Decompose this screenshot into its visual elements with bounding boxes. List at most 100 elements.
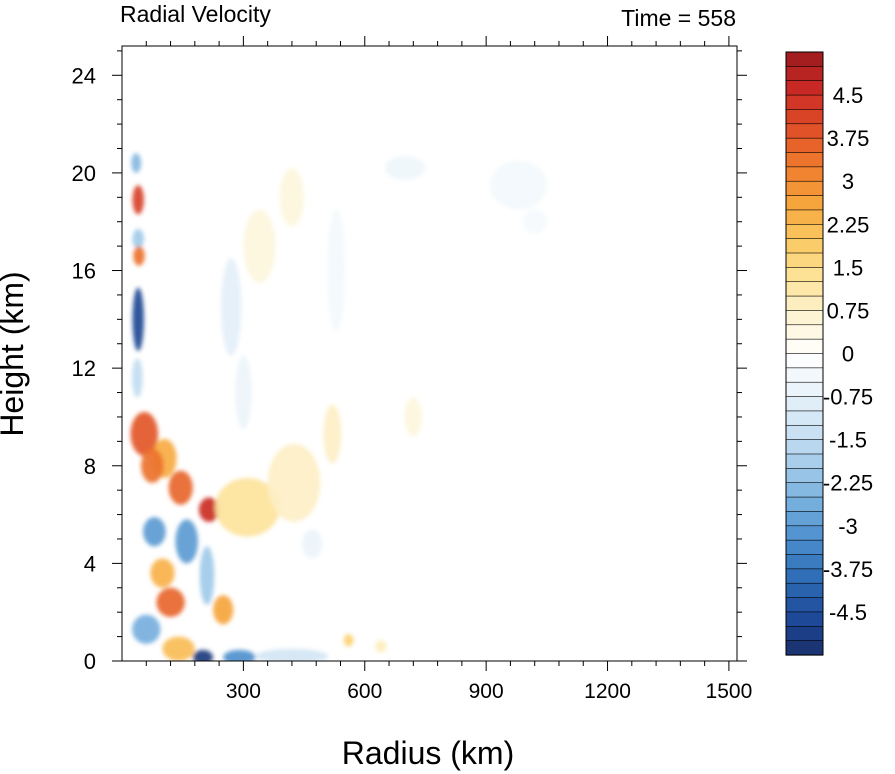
colorbar-box [785,353,824,369]
y-tick-label: 12 [72,356,96,381]
colorbar-box [785,554,824,570]
colorbar-box [785,539,824,556]
velocity-feature [221,258,242,356]
velocity-feature [132,185,144,215]
velocity-feature [279,168,304,227]
colorbar-box [785,640,824,656]
colorbar-label: -2.25 [823,471,873,496]
velocity-feature [192,650,213,661]
velocity-feature [235,355,252,430]
colorbar-box [785,166,824,182]
x-tick-label: 300 [226,680,261,703]
colorbar-label: -3.75 [823,557,873,582]
colorbar-box [785,123,824,139]
colorbar-box [785,223,824,240]
plot-frame [121,45,738,662]
colorbar-box [785,51,824,67]
velocity-feature [133,246,145,266]
velocity-feature [223,650,256,661]
y-tick-label: 24 [72,63,96,88]
colorbar-label: 1.5 [833,255,864,280]
velocity-feature [213,595,234,625]
colorbar-label: -3 [838,514,858,539]
y-tick-label: 8 [84,454,96,479]
colorbar-box [785,310,824,326]
colorbar-box [785,152,824,168]
colorbar-box [785,338,824,355]
colorbar-box [785,597,824,613]
colorbar-box [785,180,824,197]
colorbar-box [785,195,824,211]
colorbar-box [785,482,824,498]
colorbar-box [785,252,824,268]
x-tick-label: 1200 [584,680,631,703]
colorbar-box [785,80,824,96]
velocity-feature [130,412,159,456]
velocity-feature [162,636,195,661]
velocity-feature [343,634,354,647]
velocity-feature [375,640,387,653]
colorbar-box [785,525,824,541]
colorbar: 4.5 3.75 3 2.25 1.5 0.75 0 -0.75 -1.5 -2.25 -3 -3.7… [785,51,873,656]
colorbar-box [785,367,824,383]
colorbar-box [785,453,824,469]
velocity-feature [175,519,198,564]
y-tick-label: 4 [84,551,96,576]
colorbar-box [785,94,824,111]
velocity-feature [150,558,175,588]
colorbar-box [785,611,824,627]
plot-background [122,46,737,661]
colorbar-box [785,568,824,584]
velocity-feature [141,448,164,483]
velocity-feature [267,443,321,522]
colorbar-box [785,209,824,225]
colorbar-label: 4.5 [833,83,864,108]
colorbar-label: 2.25 [827,212,870,237]
colorbar-box [785,381,824,398]
colorbar-box [785,468,824,484]
colorbar-label: -4.5 [829,600,867,625]
velocity-feature [385,155,426,181]
velocity-feature [243,209,276,283]
velocity-feature [404,397,423,437]
velocity-feature [131,153,142,173]
colorbar-box [785,625,824,642]
velocity-feature [132,358,143,398]
colorbar-label: -0.75 [823,385,873,410]
x-tick-label: 900 [469,680,504,703]
colorbar-label: 3 [842,169,854,194]
velocity-feature [199,546,215,605]
colorbar-label: -1.5 [829,428,867,453]
velocity-feature [132,229,144,249]
velocity-feature [156,587,185,618]
velocity-field [130,153,547,661]
velocity-feature [132,287,144,351]
colorbar-box [785,324,824,340]
x-tick-label: 1500 [706,680,753,703]
colorbar-box [785,238,824,254]
heatmap-area [122,46,737,661]
velocity-feature [198,497,220,522]
time-label: Time = 558 [621,5,736,31]
velocity-feature [490,160,547,210]
y-tick-label: 16 [72,259,96,284]
velocity-feature [302,529,323,559]
x-axis-label: Radius (km) [342,735,514,771]
plot-axes: 300 600 900 1200 1500 0 4 8 12 16 20 24 [72,36,753,703]
colorbar-box [785,396,824,412]
colorbar-box [785,267,824,283]
colorbar-box [785,511,824,527]
colorbar-label: 3.75 [827,126,870,151]
colorbar-label: 0 [842,342,854,367]
velocity-feature [323,404,342,464]
colorbar-box [785,66,824,82]
colorbar-box [785,410,824,426]
y-tick-label: 0 [84,649,96,674]
colorbar-label: 0.75 [827,298,870,323]
colorbar-box [785,281,824,297]
colorbar-box [785,424,824,441]
chart-title: Radial Velocity [120,1,271,27]
colorbar-box [785,295,824,312]
y-tick-label: 20 [72,161,96,186]
